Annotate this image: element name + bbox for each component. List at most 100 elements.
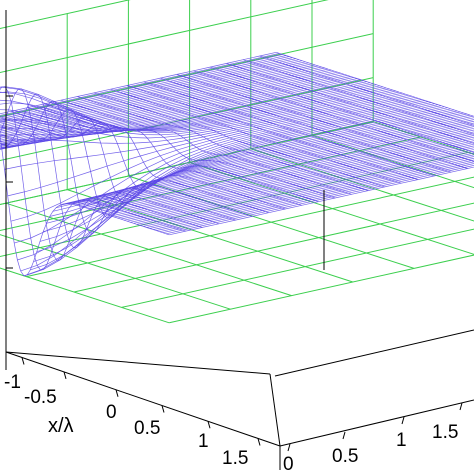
mesh-line <box>75 115 474 206</box>
mesh-line <box>72 114 471 205</box>
mesh-line <box>0 69 332 144</box>
y-tick-label: 0.5 <box>332 446 358 467</box>
mesh-line <box>0 59 299 127</box>
mesh-line <box>165 164 474 235</box>
mesh-line <box>0 86 387 132</box>
mesh-line <box>0 73 345 150</box>
mesh-line <box>39 104 438 242</box>
grid-line <box>0 33 374 118</box>
mesh-line <box>0 62 309 132</box>
mesh-line <box>117 138 474 219</box>
axis-box-edge <box>5 351 271 375</box>
mesh-line <box>0 61 306 130</box>
y-axis-tick <box>342 431 346 440</box>
mesh-line <box>0 90 396 139</box>
x-axis-tick <box>21 357 25 365</box>
mesh-line <box>36 103 435 253</box>
mesh-line <box>0 63 312 134</box>
axes-box <box>5 10 474 470</box>
x-axis-label: x/λ <box>48 415 74 437</box>
mesh-line <box>156 159 474 231</box>
mesh-line <box>0 82 371 132</box>
mesh-line <box>0 84 377 131</box>
mesh-line <box>159 161 474 233</box>
mesh-line <box>4 92 403 170</box>
mesh-line <box>0 86 383 131</box>
x-tick-label: 1.5 <box>222 448 248 469</box>
mesh-line <box>127 143 474 222</box>
mesh-line <box>69 113 467 205</box>
mesh-line <box>0 57 293 123</box>
mesh-line <box>104 131 474 215</box>
mesh-line <box>0 54 283 118</box>
mesh-line <box>133 147 474 224</box>
grid-line <box>0 0 329 74</box>
grid-line <box>169 254 474 324</box>
mesh-line <box>23 99 422 277</box>
mesh-line <box>0 72 341 149</box>
mesh-line <box>26 100 425 276</box>
mesh-line <box>20 97 419 272</box>
mesh-line <box>169 166 474 236</box>
mesh-line <box>143 152 474 227</box>
x-axis-tick <box>161 405 165 413</box>
x-axis-tick <box>115 389 119 397</box>
grid-line <box>373 121 474 155</box>
mesh-line <box>0 77 354 149</box>
mesh-line <box>85 120 474 209</box>
mesh-line <box>136 149 474 225</box>
mesh-line <box>111 135 474 217</box>
mesh-line <box>0 80 364 136</box>
x-axis-tick <box>257 438 261 446</box>
surface-mesh <box>0 51 474 277</box>
y-axis-tick <box>401 416 405 425</box>
mesh-line <box>123 142 474 221</box>
mesh-line <box>98 127 474 213</box>
grid-line <box>0 136 421 232</box>
mesh-line <box>49 107 448 217</box>
mesh-line <box>0 64 316 136</box>
mesh-line <box>162 163 474 234</box>
mesh-line <box>114 136 474 218</box>
mesh-line <box>101 129 474 214</box>
mesh-line <box>0 67 325 141</box>
grid-line <box>0 121 374 206</box>
y-tick-label: 1.5 <box>432 422 458 443</box>
mesh-line <box>88 122 474 210</box>
mesh-line <box>0 51 277 115</box>
mesh-line <box>78 117 474 207</box>
mesh-line <box>0 68 329 143</box>
x-tick-label: -1 <box>4 372 21 393</box>
mesh-line <box>0 65 319 138</box>
grid-line <box>0 77 374 162</box>
x-axis-tick <box>63 371 67 380</box>
mesh-line <box>91 124 474 211</box>
mesh-line <box>81 119 474 208</box>
x-tick-label: 1 <box>198 431 209 452</box>
mesh-line <box>65 112 464 205</box>
mesh-line <box>94 126 474 212</box>
x-tick-label: -0.5 <box>24 387 57 408</box>
mesh-line <box>0 66 322 139</box>
y-tick-label: 1 <box>396 430 407 451</box>
grid-line <box>26 176 474 278</box>
mesh-line <box>0 79 361 142</box>
mesh-line <box>0 53 280 116</box>
y-tick-label: 0 <box>283 454 294 474</box>
x-tick-label: 0.5 <box>134 418 160 439</box>
mesh-line <box>130 145 474 223</box>
mesh-line <box>0 55 287 120</box>
mesh-line <box>10 94 409 222</box>
mesh-line <box>0 81 367 133</box>
mesh-line <box>14 95 413 244</box>
mesh-line <box>0 78 358 146</box>
mesh-line <box>120 140 474 220</box>
x-tick-label: 0 <box>106 402 117 423</box>
mesh-line <box>0 70 335 146</box>
mesh-line <box>7 93 406 197</box>
mesh-line <box>43 105 442 233</box>
mesh-line <box>0 60 303 129</box>
mesh-line <box>146 154 474 228</box>
mesh-line <box>107 133 474 216</box>
mesh-line <box>30 101 429 271</box>
